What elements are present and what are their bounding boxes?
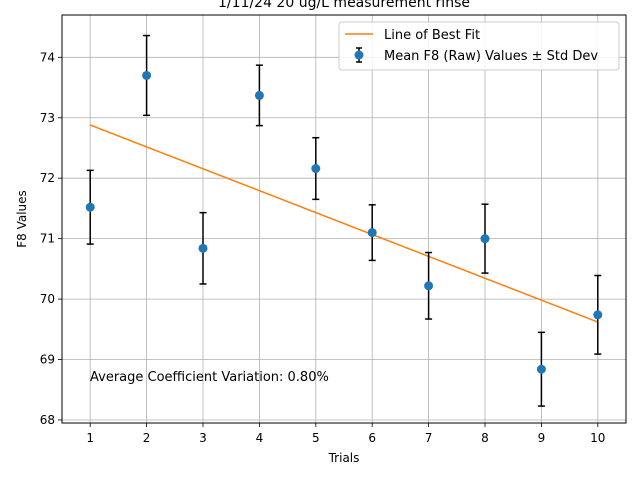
data-point — [311, 164, 321, 174]
data-point — [254, 90, 264, 100]
data-point — [198, 243, 208, 253]
y-tick-label: 72 — [40, 171, 55, 185]
point-layer — [85, 70, 603, 374]
x-tick-label: 3 — [199, 431, 207, 445]
x-tick-label: 5 — [312, 431, 320, 445]
y-axis-label: F8 Values — [15, 190, 29, 248]
x-tick-label: 4 — [256, 431, 264, 445]
data-point — [593, 310, 603, 320]
y-tick-label: 71 — [40, 232, 55, 246]
data-point — [142, 70, 152, 80]
y-tick-label: 73 — [40, 111, 55, 125]
x-tick-label: 8 — [481, 431, 489, 445]
y-tick-label: 69 — [40, 353, 55, 367]
x-axis-ticks: 1 2 3 4 5 6 7 8 9 10 — [86, 423, 605, 445]
legend-fit-label: Line of Best Fit — [384, 28, 480, 43]
data-point — [536, 364, 546, 374]
chart-title: 1/11/24 20 ug/L measurement rinse — [218, 0, 470, 11]
y-tick-label: 70 — [40, 292, 55, 306]
grid — [62, 15, 626, 423]
plot-frame — [61, 14, 627, 424]
data-point — [424, 281, 434, 291]
y-axis-ticks: 68 69 70 71 72 73 74 — [40, 50, 62, 427]
best-fit-line — [89, 124, 599, 323]
data-point — [480, 234, 490, 244]
y-tick-label: 68 — [40, 413, 55, 427]
x-axis-label: Trials — [328, 451, 360, 465]
x-tick-label: 9 — [538, 431, 546, 445]
x-tick-label: 2 — [143, 431, 151, 445]
x-tick-label: 10 — [590, 431, 605, 445]
legend-point-swatch — [354, 50, 364, 60]
plot-background — [62, 15, 626, 423]
legend-points-label: Mean F8 (Raw) Values ± Std Dev — [384, 49, 598, 64]
fit-line-layer — [89, 124, 599, 323]
y-tick-label: 74 — [40, 50, 55, 64]
x-tick-label: 7 — [425, 431, 433, 445]
cv-annotation: Average Coefficient Variation: 0.80% — [90, 370, 329, 385]
data-point — [367, 228, 377, 238]
x-tick-label: 6 — [368, 431, 376, 445]
data-point — [85, 202, 95, 212]
x-tick-label: 1 — [86, 431, 94, 445]
legend-box — [338, 21, 620, 71]
legend: Line of Best Fit Mean F8 (Raw) Values ± … — [338, 21, 620, 71]
